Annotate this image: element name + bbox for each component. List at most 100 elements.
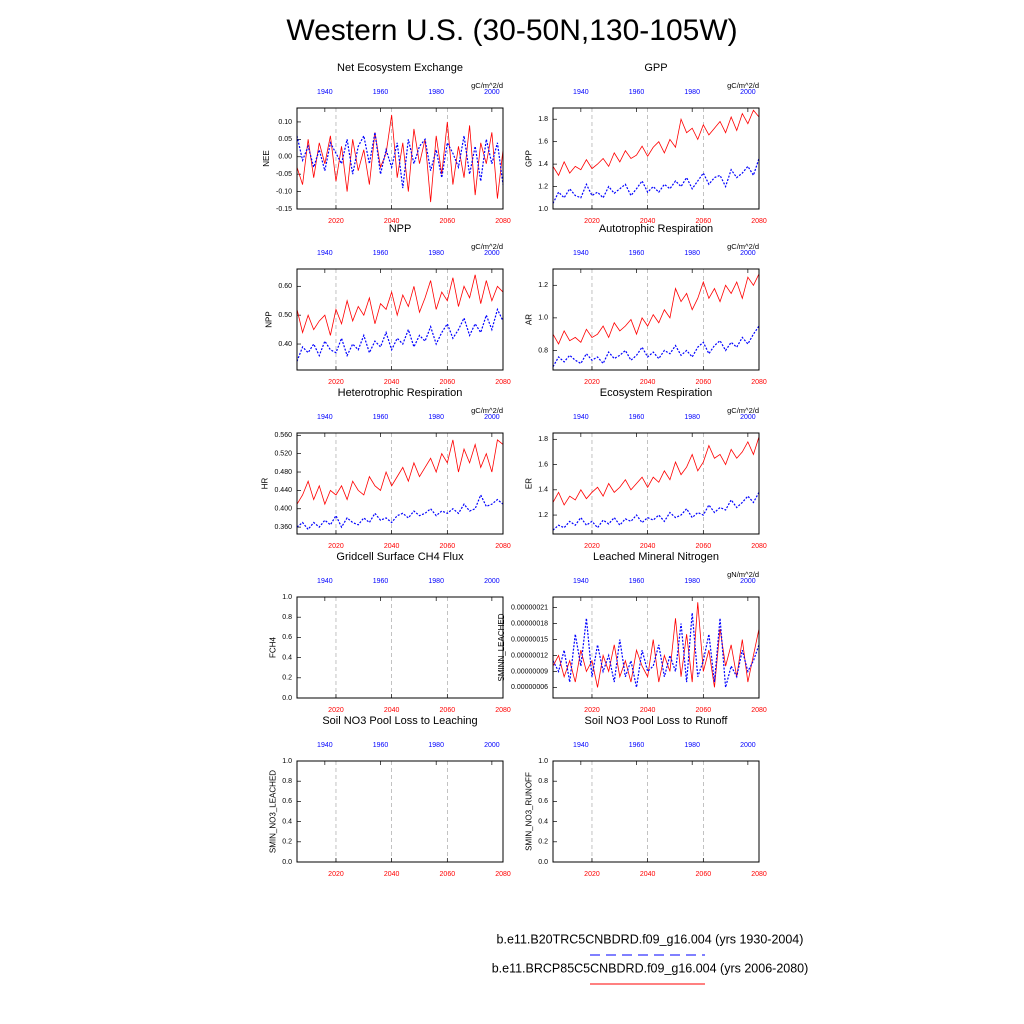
y-tick-label: 0.360 — [274, 524, 292, 531]
y-tick-label: 0.0 — [538, 859, 548, 866]
series-line — [552, 273, 760, 345]
x-tick-label: 2080 — [751, 707, 767, 714]
x2-tick-label: 2000 — [740, 89, 756, 96]
y-tick-label: 0.2 — [538, 839, 548, 846]
y-tick-label: 0.0 — [282, 695, 292, 702]
x2-tick-label: 1980 — [684, 742, 700, 749]
y-axis-label: SMIN_NO3_RUNOFF — [524, 772, 533, 851]
units: gC/m^2/d — [471, 81, 503, 90]
x-tick-label: 2060 — [440, 871, 456, 878]
y-tick-label: 0.6 — [282, 634, 292, 641]
y-tick-label: 0.8 — [538, 778, 548, 785]
x2-tick-label: 1940 — [317, 89, 333, 96]
x2-tick-label: 1980 — [684, 250, 700, 257]
y-tick-label: 1.0 — [538, 315, 548, 322]
x-tick-label: 2040 — [640, 218, 656, 225]
panel-title: Autotrophic Respiration — [599, 223, 713, 235]
x-tick-label: 2080 — [495, 707, 511, 714]
x-tick-label: 2060 — [696, 707, 712, 714]
x-tick-label: 2060 — [696, 871, 712, 878]
x2-tick-label: 1980 — [684, 414, 700, 421]
y-axis-label: ER — [524, 478, 533, 489]
panel-title: Net Ecosystem Exchange — [337, 62, 463, 74]
x-tick-label: 2020 — [328, 707, 344, 714]
x-tick-label: 2080 — [751, 543, 767, 550]
legend-label: b.e11.BRCP85C5CNBDRD.f09_g16.004 (yrs 20… — [492, 961, 809, 975]
plot-frame — [296, 268, 504, 371]
y-tick-label: 1.0 — [538, 758, 548, 765]
x-tick-label: 2020 — [584, 871, 600, 878]
y-axis-label: SMINN_LEACHED — [497, 613, 506, 681]
y-tick-label: -0.05 — [276, 171, 292, 178]
y-tick-label: 0.480 — [274, 469, 292, 476]
x-tick-label: 2060 — [440, 379, 456, 386]
x2-tick-label: 2000 — [484, 250, 500, 257]
x-tick-label: 2040 — [384, 218, 400, 225]
x-tick-label: 2060 — [440, 707, 456, 714]
y-axis-label: SMIN_NO3_LEACHED — [268, 770, 277, 853]
series-line — [552, 436, 760, 506]
x2-tick-label: 2000 — [740, 414, 756, 421]
y-tick-label: 0.4 — [282, 654, 292, 661]
x-tick-label: 2040 — [384, 379, 400, 386]
y-tick-label: 1.8 — [538, 116, 548, 123]
plot-frame — [296, 760, 504, 863]
x2-tick-label: 1960 — [373, 89, 389, 96]
x-tick-label: 2060 — [440, 543, 456, 550]
plot-frame — [552, 760, 760, 863]
x2-tick-label: 1960 — [373, 578, 389, 585]
plot-frame — [552, 596, 760, 699]
y-tick-label: 1.0 — [282, 594, 292, 601]
y-tick-label: 0.440 — [274, 487, 292, 494]
plot-frame — [296, 107, 504, 210]
y-tick-label: 1.4 — [538, 161, 548, 168]
x2-tick-label: 2000 — [484, 578, 500, 585]
x-tick-label: 2020 — [328, 543, 344, 550]
x-tick-label: 2060 — [440, 218, 456, 225]
y-tick-label: 1.6 — [538, 139, 548, 146]
x-tick-label: 2080 — [495, 218, 511, 225]
y-tick-label: 1.6 — [538, 461, 548, 468]
x-tick-label: 2040 — [384, 543, 400, 550]
y-tick-label: 1.2 — [538, 512, 548, 519]
series-line — [552, 109, 760, 177]
x2-tick-label: 2000 — [484, 89, 500, 96]
y-axis-label: NEE — [262, 150, 271, 166]
series-line — [552, 325, 760, 368]
x-tick-label: 2040 — [640, 707, 656, 714]
y-tick-label: 0.8 — [538, 347, 548, 354]
x2-tick-label: 1980 — [428, 250, 444, 257]
plot-frame — [296, 432, 504, 535]
y-tick-label: 0.00000021 — [511, 604, 548, 611]
series-line — [552, 158, 760, 204]
units: gC/m^2/d — [471, 242, 503, 251]
y-tick-label: 1.2 — [538, 183, 548, 190]
y-tick-label: 0.05 — [278, 136, 292, 143]
units: gC/m^2/d — [471, 406, 503, 415]
y-tick-label: 0.40 — [278, 341, 292, 348]
x-tick-label: 2040 — [640, 871, 656, 878]
series-line — [552, 602, 760, 688]
x2-tick-label: 1980 — [428, 414, 444, 421]
y-tick-label: 0.2 — [282, 675, 292, 682]
series-line — [552, 492, 760, 531]
x-tick-label: 2080 — [495, 871, 511, 878]
y-tick-label: 0.8 — [282, 778, 292, 785]
y-tick-label: 0.60 — [278, 283, 292, 290]
series-line — [296, 114, 504, 203]
panel-title: Leached Mineral Nitrogen — [593, 551, 719, 563]
x2-tick-label: 1960 — [629, 250, 645, 257]
x2-tick-label: 1980 — [428, 578, 444, 585]
y-tick-label: 0.560 — [274, 432, 292, 439]
y-tick-label: 0.520 — [274, 451, 292, 458]
x-tick-label: 2040 — [384, 707, 400, 714]
plot-frame — [296, 596, 504, 699]
x2-tick-label: 1940 — [317, 578, 333, 585]
series-line — [552, 612, 760, 688]
plot-frame — [552, 432, 760, 535]
y-tick-label: 0.4 — [538, 818, 548, 825]
x-tick-label: 2060 — [696, 543, 712, 550]
panel-title: Gridcell Surface CH4 Flux — [336, 551, 464, 563]
y-axis-label: AR — [524, 314, 533, 325]
